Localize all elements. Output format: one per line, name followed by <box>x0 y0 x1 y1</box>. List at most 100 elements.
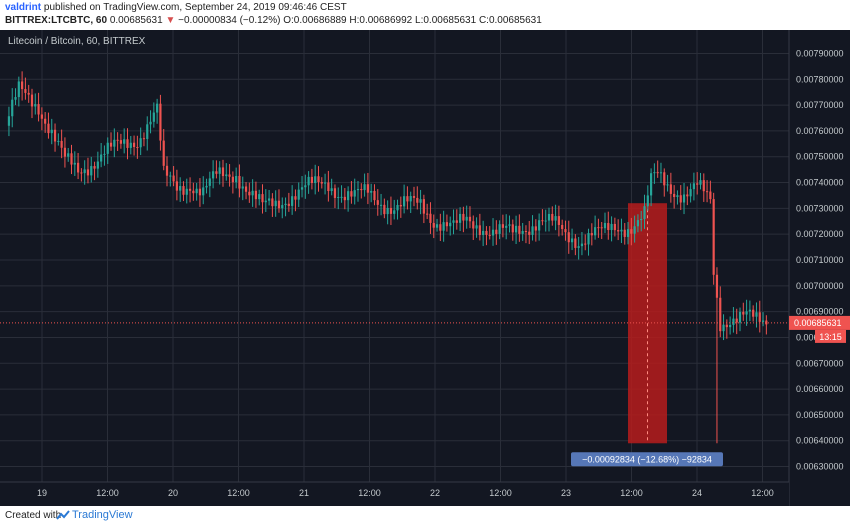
candle <box>653 163 656 184</box>
candle-body <box>215 171 218 174</box>
candle-body <box>169 175 172 177</box>
candle <box>686 186 689 206</box>
candle-body <box>386 207 389 215</box>
candle <box>561 219 564 236</box>
candle-body <box>712 199 715 275</box>
measure-label-box <box>571 452 723 467</box>
candle <box>340 185 343 203</box>
candle <box>11 88 14 128</box>
candle-body <box>508 224 511 226</box>
candle <box>574 234 577 256</box>
candle <box>218 161 221 185</box>
candle-body <box>462 213 465 221</box>
candle-body <box>136 147 139 149</box>
countdown-tag-text: 13:15 <box>819 332 842 342</box>
candle-body <box>419 199 422 203</box>
candle <box>83 160 86 185</box>
candle <box>709 180 712 204</box>
candle <box>370 183 373 203</box>
candle-body <box>669 184 672 194</box>
candle-body <box>748 309 751 312</box>
candle <box>80 168 83 182</box>
candle <box>570 228 574 251</box>
candle-body <box>212 171 215 179</box>
time-axis <box>0 482 789 506</box>
candle <box>715 267 719 444</box>
candle-body <box>547 213 551 221</box>
candle <box>435 218 439 232</box>
candle <box>251 179 254 207</box>
candle <box>600 221 603 240</box>
candle <box>363 173 366 197</box>
candle-body <box>333 188 337 198</box>
candle-body <box>109 142 113 147</box>
candle <box>676 190 679 205</box>
candle <box>429 202 432 234</box>
candle <box>663 168 666 197</box>
candle <box>356 180 360 202</box>
price-chart[interactable]: 0.00630000 0.00640000 0.00650000 0.00660000… <box>0 30 850 506</box>
tradingview-brand-link[interactable]: TradingView <box>72 509 133 521</box>
candle <box>132 135 136 156</box>
candle-body <box>57 140 60 142</box>
candle-body <box>729 324 732 328</box>
countdown-tag <box>815 329 846 343</box>
candle-body <box>715 274 719 298</box>
price-tick-label: 0.00770000 <box>796 100 844 110</box>
candle-body <box>159 103 162 141</box>
author-link[interactable]: valdrint <box>5 2 42 13</box>
candle <box>455 209 458 230</box>
candle-body <box>758 312 761 322</box>
candle-body <box>426 213 429 215</box>
candle <box>162 128 165 171</box>
candle-body <box>617 230 620 232</box>
candle-body <box>412 196 416 198</box>
candle <box>594 215 597 240</box>
candle-body <box>100 154 103 162</box>
candle-body <box>416 197 419 203</box>
candle <box>659 162 663 183</box>
candle <box>557 205 560 237</box>
candle <box>587 228 590 256</box>
candle-body <box>551 213 554 221</box>
candle-body <box>458 213 462 223</box>
candle-body <box>363 184 366 191</box>
candle-body <box>702 180 705 192</box>
candle <box>551 206 554 226</box>
candle <box>360 183 363 199</box>
candle <box>748 300 751 322</box>
candle <box>666 174 669 192</box>
candle-body <box>587 233 590 245</box>
candle <box>100 142 103 168</box>
candle <box>76 152 80 180</box>
candle <box>630 217 633 246</box>
candle <box>192 182 195 201</box>
candle-body <box>719 297 722 332</box>
candle-body <box>205 185 208 188</box>
candle <box>165 156 169 187</box>
symbol-label: BITTREX:LTCBTC, 60 <box>5 15 108 26</box>
candle <box>310 168 314 190</box>
candle-body <box>761 320 765 322</box>
candle <box>538 213 541 241</box>
candle-body <box>636 220 640 227</box>
price-tick-label: 0.00740000 <box>796 178 844 188</box>
candle-body <box>521 230 524 234</box>
candle-body <box>682 194 686 203</box>
price-tick-label: 0.00700000 <box>796 281 844 291</box>
candle-body <box>323 182 327 184</box>
candle <box>505 214 508 240</box>
candle-body <box>126 139 129 148</box>
publish-line: valdrint published on TradingView.com, S… <box>5 2 347 13</box>
candle <box>238 164 241 198</box>
candle-body <box>218 167 221 174</box>
candle-body <box>439 224 442 231</box>
candle-body <box>442 222 445 231</box>
candle <box>719 286 722 338</box>
candle <box>613 217 616 237</box>
candle <box>623 223 626 245</box>
ohlc-values: O:0.00686889 H:0.00686992 L:0.00685631 C… <box>283 15 542 26</box>
candle-body <box>478 225 481 235</box>
candle-body <box>165 165 169 176</box>
candle-body <box>297 189 300 200</box>
